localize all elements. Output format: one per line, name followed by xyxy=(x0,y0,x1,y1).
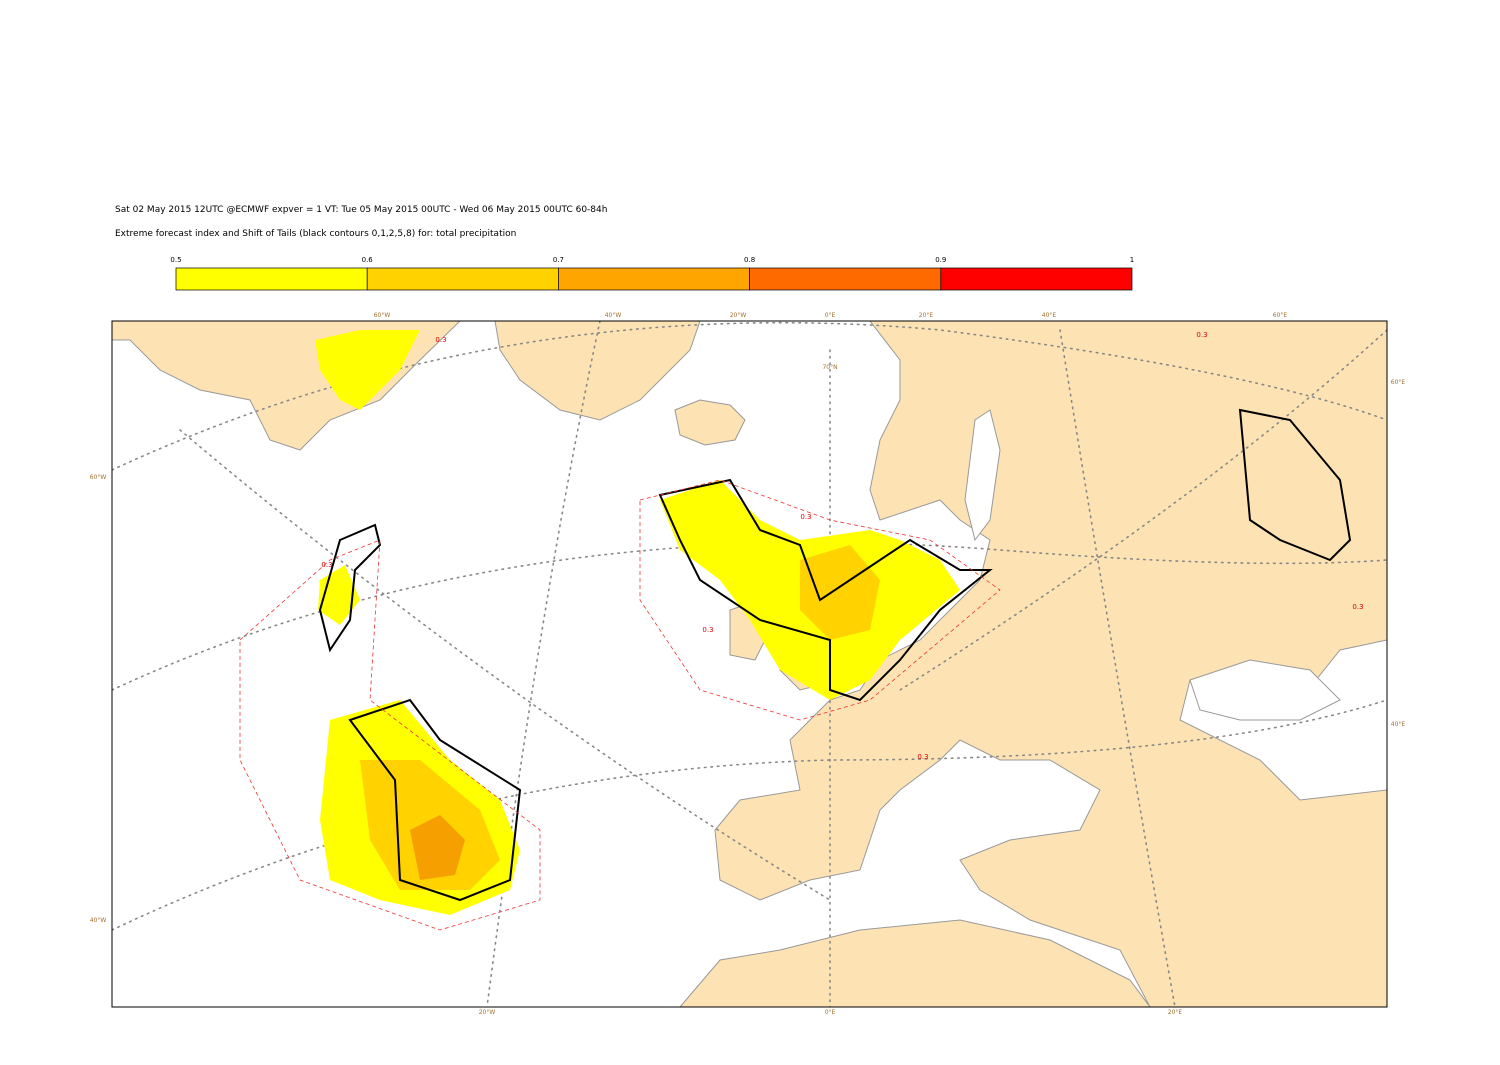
colorbar-tick-label: 0.9 xyxy=(935,256,946,264)
sot-contour xyxy=(1238,408,1352,562)
coordinate-label: 20°E xyxy=(1168,1009,1183,1016)
coordinate-label: 60°W xyxy=(90,474,107,481)
colorbar-tick-label: 0.7 xyxy=(553,256,564,264)
coordinate-label: 60°E xyxy=(1273,312,1288,319)
coordinate-label: 40°E xyxy=(1391,721,1406,728)
map xyxy=(112,321,1387,1007)
contour-label: 0.3 xyxy=(800,513,811,521)
contour-label: 0.3 xyxy=(1196,331,1207,339)
coordinate-label: 0°E xyxy=(825,1009,836,1016)
contour-label: 0.3 xyxy=(435,336,446,344)
coordinate-label: 0°E xyxy=(825,312,836,319)
coordinate-label: 20°W xyxy=(730,312,747,319)
contour-label: 0.3 xyxy=(321,561,332,569)
landmass xyxy=(674,399,746,446)
sot-contour xyxy=(318,523,382,653)
sot-contour xyxy=(658,478,993,702)
colorbar-tick-label: 0.5 xyxy=(170,256,181,264)
sot-contour xyxy=(348,698,522,902)
coordinate-label: 20°W xyxy=(479,1009,496,1016)
efi-area xyxy=(315,330,420,410)
colorbar: 0.5 0.6 0.7 0.8 0.9 1 xyxy=(170,256,1134,291)
contour-label: 0.3 xyxy=(702,626,713,634)
efi-area xyxy=(410,815,465,880)
colorbar-box xyxy=(558,267,750,291)
header-line2: Extreme forecast index and Shift of Tail… xyxy=(115,229,516,239)
landmass xyxy=(679,919,1151,1007)
map-labels: 60°W 40°W 20°W 0°E 20°E 40°E 60°E 20°W 0°E 20°E 60… xyxy=(90,312,1406,1016)
colorbar-box xyxy=(175,267,368,291)
colorbar-tick-label: 0.6 xyxy=(362,256,374,264)
contour-label: 0.3 xyxy=(917,753,928,761)
landmass xyxy=(494,321,701,421)
coordinate-label: 40°W xyxy=(90,917,107,924)
colorbar-box xyxy=(366,267,559,291)
contour-0.3 xyxy=(239,539,541,931)
colorbar-box xyxy=(749,267,942,291)
header-line1: Sat 02 May 2015 12UTC @ECMWF expver = 1 … xyxy=(115,205,607,215)
colorbar-tick-label: 1 xyxy=(1130,256,1134,264)
contour-label: 0.3 xyxy=(1352,603,1363,611)
colorbar-box xyxy=(940,267,1133,291)
contour-0.3 xyxy=(639,479,1001,721)
coordinate-label: 60°W xyxy=(374,312,391,319)
map-frame xyxy=(111,320,1388,1008)
coordinate-label: 40°W xyxy=(605,312,622,319)
coordinate-label: 60°E xyxy=(1391,379,1406,386)
efi-area xyxy=(800,545,880,640)
coordinate-label: 20°E xyxy=(919,312,934,319)
colorbar-tick-label: 0.8 xyxy=(744,256,755,264)
coordinate-label: 70°N xyxy=(822,364,837,371)
coordinate-label: 40°E xyxy=(1042,312,1057,319)
